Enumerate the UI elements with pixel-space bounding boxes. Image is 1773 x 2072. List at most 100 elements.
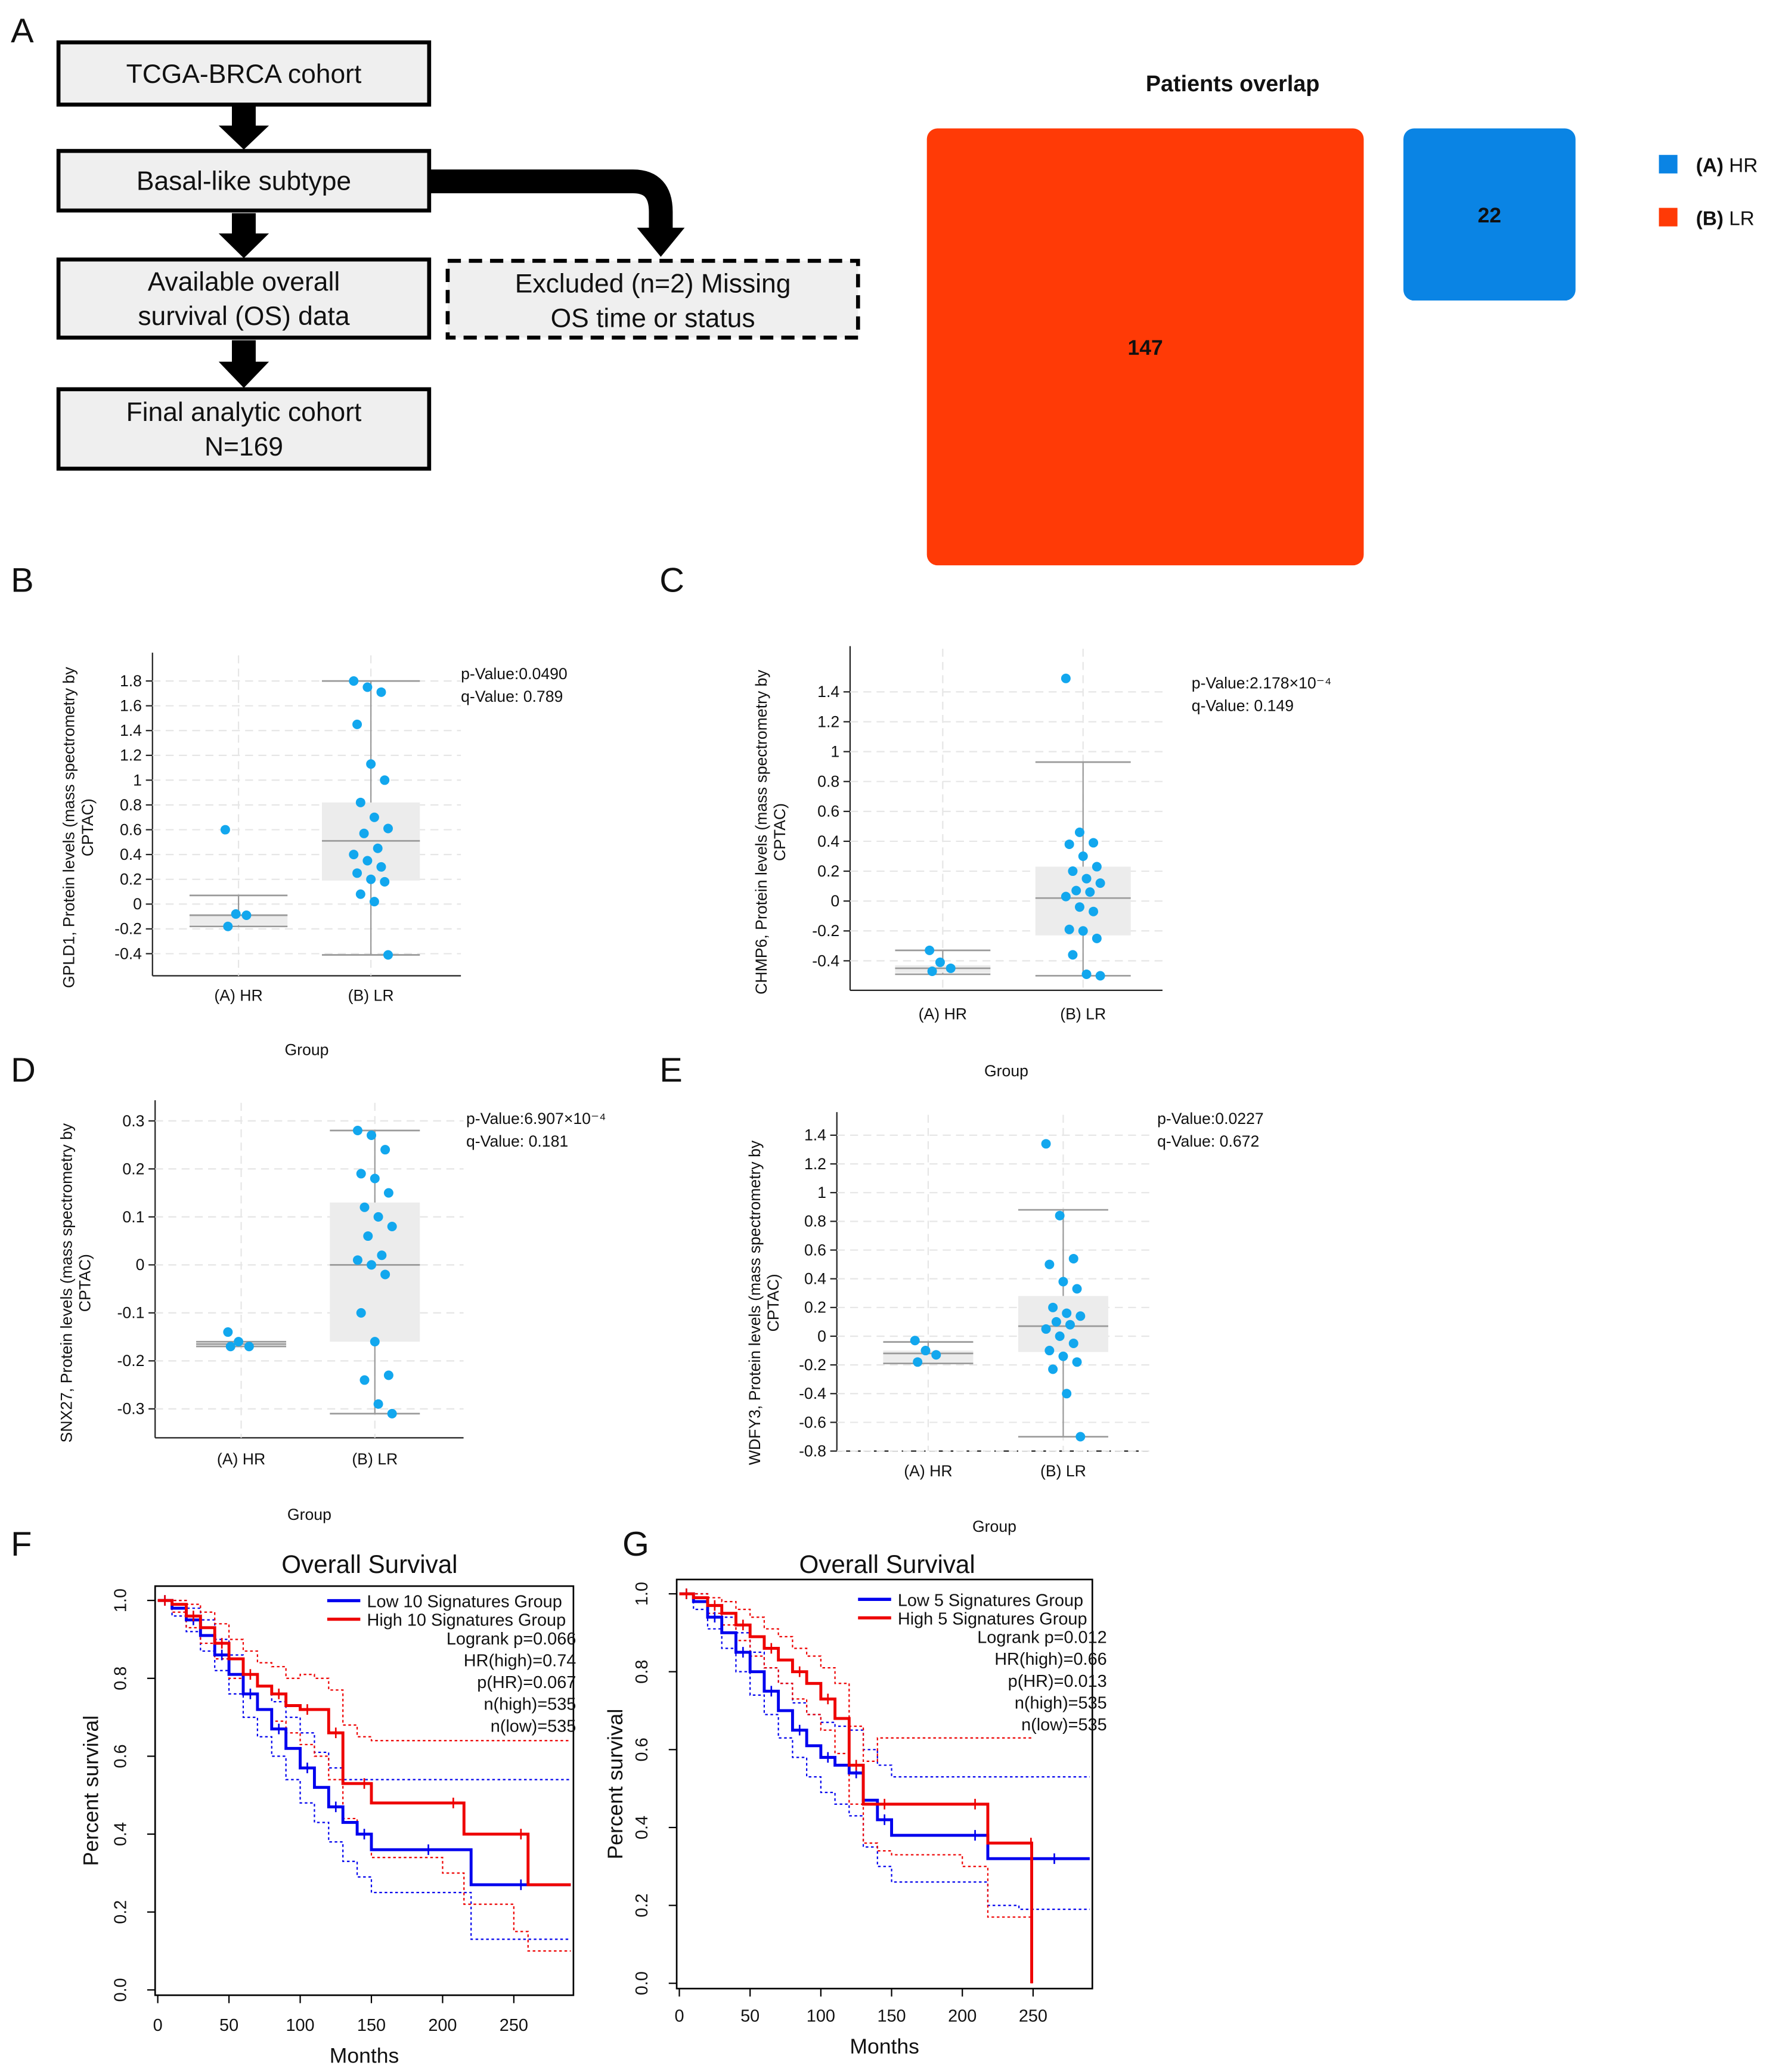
km-g-stat: Logrank p=0.012 — [977, 1628, 1106, 1647]
boxplot-b-point-lr — [366, 759, 376, 769]
boxplot-b-point-lr — [352, 868, 362, 878]
boxplot-e-point-hr — [931, 1350, 941, 1360]
boxplot-c-tick-label: -0.2 — [812, 922, 839, 940]
boxplot-d-y-label: CPTAC) — [76, 1254, 94, 1312]
boxplot-b-point-lr — [383, 823, 393, 834]
flowchart-box-3 — [56, 257, 432, 340]
boxplot-b-tick-label: 0.8 — [120, 796, 142, 814]
flowchart-elbow-arrow — [429, 169, 673, 233]
boxplot-e-point-lr — [1048, 1364, 1058, 1374]
boxplot-e-point-hr — [910, 1336, 920, 1346]
boxplot-d-tick-label: 0.2 — [122, 1160, 144, 1178]
boxplot-d-point-hr — [225, 1342, 235, 1352]
flowchart-arrow-down-2 — [218, 213, 269, 258]
km-g-ci-lower-low — [679, 1593, 1090, 1910]
boxplot-c-point-hr — [925, 945, 935, 955]
boxplot-c-point-lr — [1095, 878, 1105, 888]
boxplot-c-tick-label: 1.4 — [817, 683, 839, 701]
boxplot-e-stat: q-Value: 0.672 — [1157, 1132, 1259, 1150]
boxplot-e-tick-label: 0.2 — [804, 1299, 826, 1317]
boxplot-d-point-lr — [373, 1399, 383, 1409]
km-f-curve-high — [157, 1599, 571, 1887]
boxplot-c-tick-label: 1.2 — [817, 713, 839, 730]
km-g-stat: n(high)=535 — [1015, 1693, 1107, 1712]
km-g-y-tick-label: 0.6 — [633, 1737, 652, 1761]
boxplot-e-point-lr — [1062, 1308, 1072, 1318]
overlap-square-lr — [926, 128, 1364, 566]
boxplot-d-point-lr — [370, 1173, 380, 1184]
boxplot-e-category-label: (A) HR — [904, 1462, 952, 1480]
flowchart-arrow-down-3 — [218, 340, 269, 388]
km-f-ci-lower-high — [157, 1600, 571, 1952]
flowchart-box-text: survival (OS) data — [138, 302, 350, 331]
boxplot-d-point-lr — [359, 1375, 370, 1385]
boxplot-b-tick-label: 0.2 — [120, 871, 142, 888]
boxplot-d-point-lr — [383, 1188, 393, 1198]
boxplot-d-point-lr — [367, 1260, 377, 1270]
boxplot-d-point-lr — [359, 1202, 370, 1212]
boxplot-c-stat: p-Value:2.178×10⁻⁴ — [1192, 674, 1331, 692]
boxplot-e-point-lr — [1044, 1346, 1055, 1356]
boxplot-b-tick-label: 1.6 — [120, 697, 142, 715]
boxplot-d-category-label: (A) HR — [217, 1450, 265, 1468]
km-g-y-tick-label: 0.8 — [633, 1660, 652, 1684]
boxplot-e-point-lr — [1075, 1432, 1086, 1442]
overlap-square-hr — [1403, 128, 1576, 301]
boxplot-b-point-lr — [383, 950, 393, 960]
boxplot-e-point-lr — [1058, 1351, 1068, 1361]
boxplot-b-box-hr — [189, 913, 288, 925]
boxplot-d-y-label: SNX27, Protein levels (mass spectrometry… — [57, 1123, 75, 1442]
km-f-stat: p(HR)=0.067 — [477, 1673, 576, 1692]
boxplot-b-tick-label: 0 — [133, 895, 142, 913]
km-f-y-tick-label: 1.0 — [111, 1588, 130, 1612]
km-f-y-tick-label: 0.4 — [111, 1822, 130, 1846]
km-f-title: Overall Survival — [281, 1550, 457, 1578]
boxplot-e-stat: p-Value:0.0227 — [1157, 1110, 1264, 1128]
boxplot-e-point-lr — [1044, 1259, 1055, 1269]
boxplot-d-point-lr — [387, 1221, 397, 1231]
km-g-y-label: Percent survival — [603, 1709, 627, 1860]
flowchart-excluded-box — [445, 259, 860, 340]
boxplot-e-point-lr — [1041, 1324, 1051, 1334]
overlap-legend-swatch — [1659, 207, 1678, 227]
boxplot-c-point-lr — [1089, 906, 1099, 916]
boxplot-c-point-lr — [1089, 838, 1099, 848]
boxplot-e-point-lr — [1058, 1277, 1068, 1287]
boxplot-b-point-lr — [369, 897, 379, 907]
boxplot-e-point-lr — [1051, 1317, 1061, 1327]
boxplot-e-category-label: (B) LR — [1040, 1462, 1086, 1480]
boxplot-d-x-label: Group — [287, 1506, 331, 1523]
boxplot-e-point-lr — [1055, 1210, 1065, 1221]
boxplot-c-tick-label: 0.4 — [817, 832, 839, 850]
boxplot-e-tick-label: -0.8 — [799, 1442, 826, 1460]
km-g-x-tick-label: 100 — [807, 2007, 835, 2026]
panel-label-c: C — [659, 562, 684, 600]
km-g-x-tick-label: 250 — [1019, 2007, 1047, 2026]
km-g-x-tick-label: 200 — [948, 2007, 977, 2026]
boxplot-b-point-lr — [352, 719, 362, 729]
km-g-frame — [675, 1578, 1093, 1990]
km-g-x-label: Months — [850, 2034, 919, 2058]
boxplot-e-tick-label: -0.6 — [799, 1413, 826, 1431]
boxplot-d-tick-label: 0 — [136, 1256, 145, 1274]
boxplot-b-point-lr — [369, 812, 379, 822]
boxplot-d-point-lr — [387, 1408, 397, 1419]
panel-label-f: F — [11, 1525, 32, 1563]
boxplot-d-tick-label: -0.1 — [117, 1304, 145, 1322]
boxplot-c-point-hr — [927, 966, 937, 976]
boxplot-d-point-lr — [352, 1255, 362, 1265]
flowchart-box-4 — [56, 387, 432, 471]
boxplot-e-x-label: Group — [972, 1517, 1016, 1535]
boxplot-b-point-lr — [373, 843, 383, 853]
boxplot-e-point-lr — [1075, 1311, 1086, 1321]
boxplot-d-point-hr — [244, 1342, 254, 1352]
boxplot-c-point-lr — [1081, 969, 1092, 979]
boxplot-c-point-lr — [1092, 933, 1102, 943]
km-f-y-tick-label: 0.8 — [111, 1667, 130, 1690]
boxplot-b-point-lr — [349, 676, 359, 686]
boxplot-b-point-hr — [231, 909, 241, 919]
boxplot-b-y-label: GPLD1, Protein levels (mass spectrometry… — [60, 667, 78, 988]
boxplot-d-point-lr — [377, 1250, 387, 1260]
overlap-title: Patients overlap — [1146, 71, 1320, 96]
